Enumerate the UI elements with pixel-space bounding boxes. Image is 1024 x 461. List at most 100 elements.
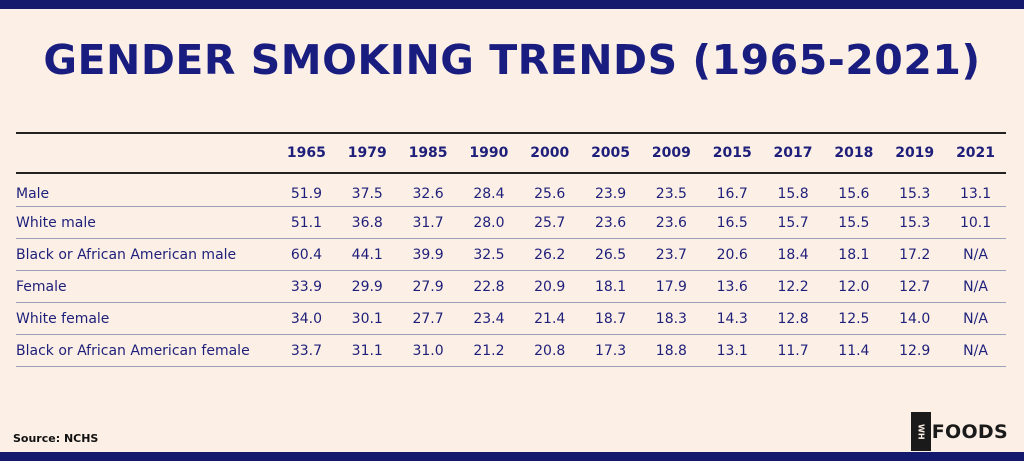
column-header-2019: 2019	[884, 133, 946, 174]
table-cell: 16.7	[701, 173, 763, 207]
table-row: Female 33.9 29.9 27.9 22.8 20.9 18.1 17.9 13.6 12…	[16, 270, 1006, 303]
top-border-bar	[0, 0, 1024, 9]
table-cell: 29.9	[336, 270, 398, 303]
table-cell: 13.1	[945, 173, 1006, 207]
page-title: GENDER SMOKING TRENDS (1965-2021)	[43, 36, 981, 84]
table-cell: N/A	[945, 302, 1006, 335]
table-cell: 39.9	[397, 238, 459, 271]
table-cell: 14.3	[701, 302, 763, 335]
table-cell: 31.1	[336, 334, 398, 367]
table-cell: 21.2	[458, 334, 520, 367]
row-label: White male	[16, 206, 276, 239]
table-cell: 23.6	[580, 206, 641, 239]
table-cell: 17.2	[884, 238, 946, 271]
table-cell: 33.7	[276, 334, 337, 367]
table-cell: 37.5	[336, 173, 398, 207]
table-cell: 12.9	[884, 334, 946, 367]
column-header-2021: 2021	[945, 133, 1006, 174]
table-cell: 15.3	[884, 206, 946, 239]
table-cell: 18.3	[640, 302, 702, 335]
table-body: Male 51.9 37.5 32.6 28.4 25.6 23.9 23.5 16.7 15.8…	[16, 173, 1006, 367]
column-header-2000: 2000	[519, 133, 581, 174]
column-header-1985: 1985	[397, 133, 459, 174]
table-row: White female 34.0 30.1 27.7 23.4 21.4 18.7 18.3…	[16, 302, 1006, 335]
table-cell: 12.8	[762, 302, 824, 335]
table-cell: 23.4	[458, 302, 520, 335]
table-cell: 27.7	[397, 302, 459, 335]
logo-mark-icon: WH	[910, 412, 931, 451]
table-cell: 15.3	[884, 173, 946, 207]
table-cell: 44.1	[336, 238, 398, 271]
table-cell: 26.2	[519, 238, 581, 271]
table-cell: 17.3	[580, 334, 641, 367]
table-cell: 12.7	[884, 270, 946, 303]
table-cell: 51.1	[276, 206, 337, 239]
table-row: Black or African American female 33.7 31.1…	[16, 334, 1006, 367]
row-label: Male	[16, 173, 276, 207]
table-cell: 23.5	[640, 173, 702, 207]
table-cell: 10.1	[945, 206, 1006, 239]
table-cell: 27.9	[397, 270, 459, 303]
source-note: Source: NCHS	[13, 432, 99, 445]
table-cell: 34.0	[276, 302, 337, 335]
table-cell: 14.0	[884, 302, 946, 335]
table-cell: 12.5	[823, 302, 885, 335]
column-header-2015: 2015	[701, 133, 763, 174]
table-cell: 60.4	[276, 238, 337, 271]
table-cell: 11.4	[823, 334, 885, 367]
row-label-header	[16, 133, 276, 174]
table-cell: 26.5	[580, 238, 641, 271]
column-header-2018: 2018	[823, 133, 885, 174]
column-header-1990: 1990	[458, 133, 520, 174]
table-cell: 13.6	[701, 270, 763, 303]
column-header-1979: 1979	[336, 133, 398, 174]
table-cell: 33.9	[276, 270, 337, 303]
table-cell: 13.1	[701, 334, 763, 367]
table-cell: 23.6	[640, 206, 702, 239]
table-cell: 28.0	[458, 206, 520, 239]
table-cell: 30.1	[336, 302, 398, 335]
table-cell: 16.5	[701, 206, 763, 239]
table-cell: 23.7	[640, 238, 702, 271]
row-label: Black or African American female	[16, 334, 276, 367]
table-cell: 32.6	[397, 173, 459, 207]
table-cell: 15.7	[762, 206, 824, 239]
table-cell: 18.4	[762, 238, 824, 271]
column-header-2005: 2005	[580, 133, 641, 174]
table-cell: 18.1	[823, 238, 885, 271]
table-cell: 11.7	[762, 334, 824, 367]
table-cell: 21.4	[519, 302, 581, 335]
table-cell: 12.2	[762, 270, 824, 303]
table-cell: 18.7	[580, 302, 641, 335]
column-header-1965: 1965	[276, 133, 337, 174]
table-cell: 28.4	[458, 173, 520, 207]
table-row: Male 51.9 37.5 32.6 28.4 25.6 23.9 23.5 16.7 15.8…	[16, 173, 1006, 207]
table-cell: 25.6	[519, 173, 581, 207]
table-cell: 18.1	[580, 270, 641, 303]
table-cell: N/A	[945, 334, 1006, 367]
row-label: White female	[16, 302, 276, 335]
logo-text: FOODS	[931, 420, 1008, 443]
table-cell: 25.7	[519, 206, 581, 239]
row-label: Black or African American male	[16, 238, 276, 271]
table-cell: 31.0	[397, 334, 459, 367]
table-cell: 22.8	[458, 270, 520, 303]
table-header-row: 1965 1979 1985 1990 2000 2005 2009 2015 2017 2018…	[16, 133, 1006, 174]
table-cell: 12.0	[823, 270, 885, 303]
table-cell: 23.9	[580, 173, 641, 207]
table-cell: 20.8	[519, 334, 581, 367]
table-row: White male 51.1 36.8 31.7 28.0 25.7 23.6 23.6 16…	[16, 206, 1006, 239]
table-cell: 32.5	[458, 238, 520, 271]
table-cell: 20.6	[701, 238, 763, 271]
table-cell: 15.5	[823, 206, 885, 239]
table-row: Black or African American male 60.4 44.1 39…	[16, 238, 1006, 271]
row-label: Female	[16, 270, 276, 303]
column-header-2009: 2009	[640, 133, 702, 174]
table-cell: 31.7	[397, 206, 459, 239]
smoking-trends-table: 1965 1979 1985 1990 2000 2005 2009 2015 2017 2018…	[16, 132, 1006, 367]
column-header-2017: 2017	[762, 133, 824, 174]
table-cell: N/A	[945, 270, 1006, 303]
table-cell: 15.6	[823, 173, 885, 207]
table-cell: 20.9	[519, 270, 581, 303]
table-cell: 17.9	[640, 270, 702, 303]
